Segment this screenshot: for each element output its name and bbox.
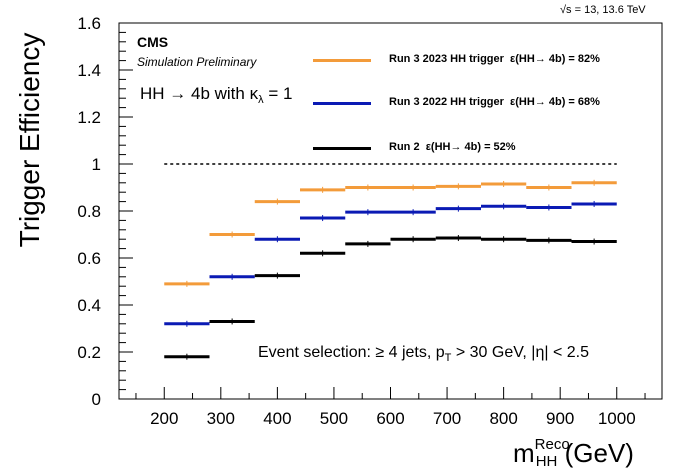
legend-name: Run 2 bbox=[389, 141, 420, 153]
process-main: HH → 4b with κ bbox=[140, 84, 259, 103]
y-tick-label: 1 bbox=[92, 155, 101, 174]
y-axis-ticks: 0 0.2 0.4 0.6 0.8 1 1.2 1.4 1.6 bbox=[77, 14, 133, 409]
x-axis-title: mRecoHH (GeV) bbox=[513, 436, 634, 470]
y-tick-label: 1.6 bbox=[77, 14, 101, 33]
legend-line-run2 bbox=[313, 147, 371, 150]
series-layer bbox=[164, 179, 617, 360]
y-tick-label: 1.2 bbox=[77, 108, 101, 127]
series-1 bbox=[164, 200, 617, 327]
y-tick-label: 0.4 bbox=[77, 296, 101, 315]
selection-main: Event selection: ≥ 4 jets, p bbox=[258, 344, 445, 361]
energy-label: √s = 13, 13.6 TeV bbox=[560, 4, 646, 16]
x-title-sup: Reco bbox=[534, 436, 570, 453]
selection-label: Event selection: ≥ 4 jets, pT > 30 GeV, … bbox=[258, 344, 589, 364]
legend-entry-run3-2022: Run 3 2022 HH trigger ε(HH→ 4b) = 68% bbox=[389, 96, 600, 108]
y-tick-label: 0.8 bbox=[77, 202, 101, 221]
series-0 bbox=[164, 179, 617, 287]
x-tick-label: 700 bbox=[433, 409, 461, 428]
x-tick-label: 1000 bbox=[598, 409, 636, 428]
legend-efficiency: ε(HH→ 4b) = 82% bbox=[510, 53, 600, 65]
legend-efficiency: ε(HH→ 4b) = 68% bbox=[510, 96, 600, 108]
process-tail: = 1 bbox=[263, 84, 293, 103]
selection-tail: > 30 GeV, |η| < 2.5 bbox=[451, 344, 589, 361]
x-tick-label: 300 bbox=[207, 409, 235, 428]
process-label: HH → 4b with κλ = 1 bbox=[140, 84, 292, 106]
x-tick-label: 200 bbox=[150, 409, 178, 428]
legend-entry-run2: Run 2 ε(HH→ 4b) = 52% bbox=[389, 141, 516, 153]
y-tick-label: 0.2 bbox=[77, 343, 101, 362]
series-2 bbox=[164, 235, 617, 360]
x-title-unit: (GeV) bbox=[557, 438, 634, 468]
x-tick-label: 500 bbox=[320, 409, 348, 428]
x-tick-label: 400 bbox=[263, 409, 291, 428]
legend-line-run3-2023 bbox=[313, 59, 371, 62]
legend-efficiency: ε(HH→ 4b) = 52% bbox=[425, 141, 516, 153]
y-tick-label: 1.4 bbox=[77, 61, 101, 80]
selection-sub: T bbox=[444, 352, 452, 364]
x-tick-label: 800 bbox=[489, 409, 517, 428]
x-title-sub: HH bbox=[535, 453, 558, 470]
x-tick-label: 900 bbox=[546, 409, 574, 428]
process-sub: λ bbox=[258, 94, 264, 106]
y-tick-label: 0.6 bbox=[77, 249, 101, 268]
status-label: Simulation Preliminary bbox=[137, 55, 257, 69]
x-axis-ticks: 200 300 400 500 600 700 800 900 1000 bbox=[135, 387, 646, 428]
legend-name: Run 3 2023 HH trigger bbox=[389, 53, 504, 65]
legend-entry-run3-2023: Run 3 2023 HH trigger ε(HH→ 4b) = 82% bbox=[389, 53, 600, 65]
legend-line-run3-2022 bbox=[313, 102, 371, 105]
x-tick-label: 600 bbox=[376, 409, 404, 428]
y-tick-label: 0 bbox=[92, 390, 101, 409]
y-axis-title: Trigger Efficiency bbox=[14, 32, 45, 248]
legend-name: Run 3 2022 HH trigger bbox=[389, 96, 504, 108]
x-title-main: m bbox=[513, 438, 535, 468]
experiment-label: CMS bbox=[137, 34, 169, 50]
